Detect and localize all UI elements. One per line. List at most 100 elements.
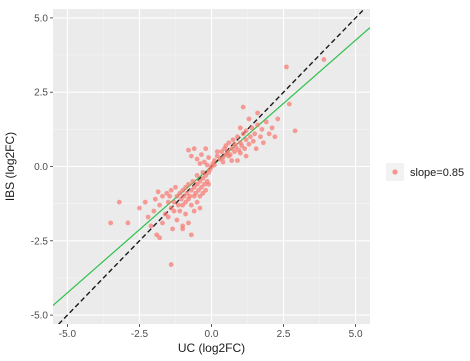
data-point: [151, 208, 157, 214]
data-point: [174, 217, 180, 223]
data-point: [190, 178, 196, 184]
data-point: [145, 214, 151, 220]
data-point: [157, 202, 163, 208]
data-point: [220, 155, 226, 160]
data-point: [253, 146, 259, 152]
data-point: [183, 199, 188, 205]
data-point: [200, 170, 206, 175]
data-point: [180, 202, 186, 208]
data-point: [263, 119, 269, 125]
y-tick-label: -5.0: [31, 311, 49, 322]
data-point: [125, 220, 131, 226]
data-point: [203, 146, 209, 152]
data-point: [160, 220, 165, 226]
data-point: [199, 152, 204, 158]
data-point: [246, 116, 252, 122]
x-tick-label: 2.5: [277, 329, 291, 340]
data-point: [272, 134, 278, 140]
data-point: [152, 196, 158, 202]
data-point: [162, 211, 168, 217]
data-point: [188, 232, 194, 238]
data-point: [116, 199, 122, 205]
data-point: [187, 193, 193, 199]
data-point: [184, 190, 190, 196]
data-point: [233, 144, 239, 150]
y-tick-label: 2.5: [34, 88, 48, 99]
data-point: [206, 181, 212, 187]
data-point: [284, 64, 289, 70]
data-point: [232, 149, 237, 155]
data-point: [177, 208, 183, 214]
data-point: [171, 199, 177, 205]
data-point: [260, 140, 266, 146]
data-point: [286, 101, 292, 107]
data-point: [199, 184, 204, 190]
data-point: [173, 184, 178, 190]
data-point: [243, 128, 249, 134]
data-point: [194, 156, 200, 162]
data-point: [168, 262, 174, 267]
data-point: [178, 196, 184, 202]
data-point: [259, 126, 265, 132]
y-tick-label: 0.0: [34, 162, 48, 173]
data-point: [235, 134, 240, 140]
data-point: [137, 205, 142, 211]
data-point: [239, 143, 245, 149]
data-point: [180, 226, 186, 232]
data-point: [220, 159, 226, 165]
data-point: [200, 175, 206, 181]
x-tick-label: -2.5: [131, 329, 149, 340]
data-point: [219, 149, 224, 155]
data-point: [230, 137, 236, 143]
data-point: [171, 208, 177, 214]
data-point: [180, 187, 186, 193]
y-tick-label: -2.5: [31, 236, 49, 247]
data-point: [160, 193, 165, 199]
data-point: [275, 116, 281, 122]
data-point: [165, 214, 171, 220]
data-point: [226, 140, 232, 146]
data-point: [183, 211, 188, 217]
data-point: [164, 190, 170, 196]
data-point: [203, 173, 209, 178]
legend-label: slope=0.85: [410, 167, 464, 179]
data-point: [148, 223, 154, 229]
data-point: [175, 202, 181, 208]
data-point: [186, 181, 191, 187]
data-point: [183, 184, 188, 190]
legend: slope=0.85: [386, 163, 464, 181]
data-point: [193, 190, 199, 196]
data-point: [224, 149, 230, 155]
data-point: [154, 232, 160, 238]
data-point: [174, 193, 180, 199]
data-point: [203, 187, 209, 193]
x-axis-title: UC (log2FC): [178, 341, 245, 355]
x-tick-label: 5.0: [349, 329, 363, 340]
data-point: [223, 143, 229, 149]
data-point: [235, 158, 240, 163]
data-point: [240, 131, 246, 137]
data-point: [214, 153, 220, 159]
data-point: [266, 131, 272, 137]
y-axis-ticks: -5.0 -2.5 0.0 2.5 5.0: [31, 13, 53, 322]
x-tick-label: -5.0: [59, 329, 77, 340]
data-point: [170, 226, 175, 232]
data-point: [240, 104, 246, 110]
data-points: [108, 57, 327, 267]
data-point: [191, 146, 197, 152]
data-point: [165, 199, 171, 205]
data-point: [196, 187, 201, 193]
data-point: [142, 199, 148, 205]
data-point: [197, 161, 203, 166]
data-point: [167, 193, 173, 199]
data-point: [246, 141, 252, 147]
data-point: [243, 137, 249, 143]
data-point: [252, 131, 258, 137]
data-point: [168, 187, 174, 193]
data-point: [155, 189, 161, 195]
data-point: [255, 110, 261, 116]
data-point: [214, 149, 220, 155]
data-point: [269, 125, 275, 131]
data-point: [197, 193, 203, 199]
